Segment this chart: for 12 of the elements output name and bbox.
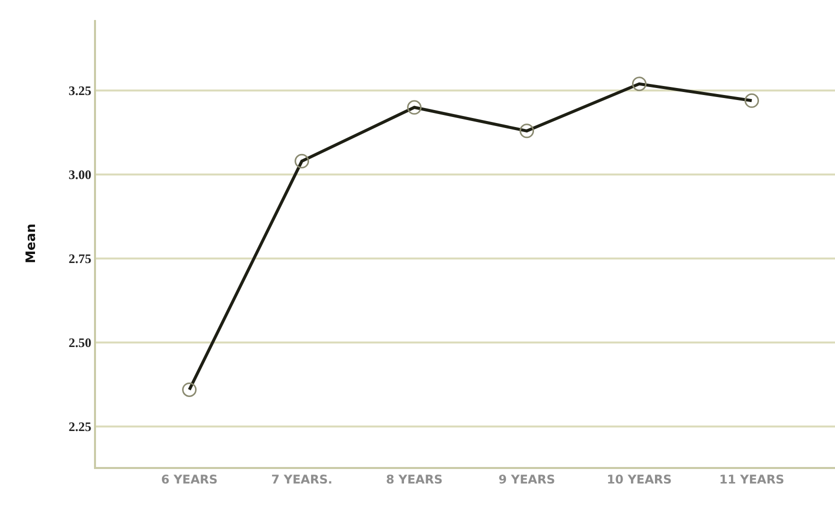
x-tick-label: 11 YEARS [719,472,784,486]
y-tick-label: 2.50 [68,335,92,350]
y-tick-label: 2.25 [68,419,92,434]
x-tick-label: 7 YEARS. [271,472,332,486]
x-tick-label: 9 YEARS [498,472,556,486]
y-tick-label: 3.00 [68,167,92,182]
x-tick-label: 6 YEARS [161,472,218,486]
y-tick-label: 3.25 [68,83,92,98]
x-tick-label: 10 YEARS [606,472,672,486]
x-tick-label: 8 YEARS [386,472,443,486]
y-tick-label: 2.75 [68,251,92,266]
y-axis-title: Mean [24,224,40,264]
